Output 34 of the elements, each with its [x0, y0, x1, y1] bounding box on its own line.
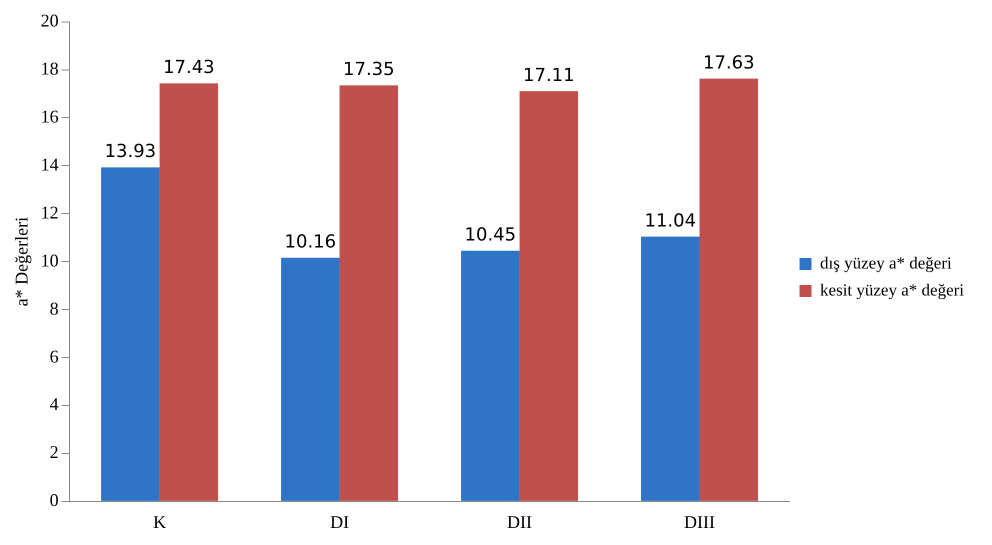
bar [520, 91, 578, 501]
bar [160, 83, 218, 501]
x-tick-label: DII [507, 512, 532, 532]
data-label: 13.93 [104, 141, 156, 162]
data-label: 10.16 [284, 231, 336, 252]
y-axis-title: a* Değerleri [12, 216, 32, 306]
y-tick-label: 18 [40, 58, 59, 78]
data-label: 10.45 [464, 224, 516, 246]
x-tick-label: K [153, 512, 166, 532]
y-tick-label: 12 [40, 202, 59, 222]
bar [340, 85, 398, 501]
x-tick-label: DI [330, 512, 350, 532]
y-tick-label: 2 [50, 442, 59, 462]
legend-label: dış yüzey a* değeri [820, 253, 952, 272]
x-tick-label: DIII [684, 512, 716, 532]
data-label: 17.43 [163, 57, 215, 78]
data-label: 17.11 [523, 64, 575, 86]
bar [461, 250, 520, 501]
bar [101, 167, 160, 501]
y-tick-label: 14 [40, 154, 59, 174]
y-tick-label: 8 [50, 298, 59, 318]
legend-label: kesit yüzey a* değeri [820, 280, 964, 300]
bar [700, 78, 758, 501]
y-tick-label: 20 [40, 10, 59, 31]
y-tick-label: 6 [50, 346, 59, 366]
y-tick-label: 0 [50, 490, 59, 510]
data-label: 17.35 [343, 59, 395, 80]
bar [281, 258, 340, 501]
data-label: 17.63 [703, 52, 755, 74]
data-label: 11.04 [644, 210, 696, 232]
y-tick-label: 10 [40, 250, 59, 270]
y-tick-label: 16 [40, 106, 59, 126]
bar [641, 236, 700, 501]
y-tick-label: 4 [50, 394, 59, 414]
